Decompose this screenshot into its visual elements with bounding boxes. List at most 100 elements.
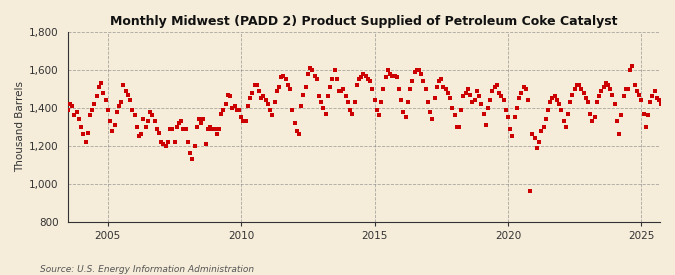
Point [620, 87, 631, 91]
Point [578, 90, 589, 95]
Point [471, 89, 482, 93]
Point [458, 94, 469, 99]
Point [421, 87, 431, 91]
Point [481, 123, 491, 127]
Point [641, 125, 651, 129]
Point [94, 85, 105, 89]
Point [612, 119, 622, 123]
Point [232, 108, 242, 112]
Point [320, 111, 331, 116]
Point [607, 92, 618, 97]
Point [282, 83, 293, 87]
Point [634, 92, 645, 97]
Point [378, 87, 389, 91]
Point [113, 104, 124, 108]
Y-axis label: Thousand Barrels: Thousand Barrels [15, 81, 25, 172]
Point [209, 126, 220, 131]
Point [565, 100, 576, 104]
Point [524, 189, 535, 194]
Point [329, 68, 340, 72]
Point [316, 100, 327, 104]
Point [460, 90, 471, 95]
Point [202, 126, 213, 131]
Point [416, 72, 427, 76]
Point [392, 75, 402, 80]
Point [116, 100, 127, 104]
Point [120, 89, 131, 93]
Point [576, 87, 587, 91]
Point [656, 102, 667, 106]
Point [173, 121, 184, 125]
Point [522, 98, 533, 103]
Point [600, 81, 611, 85]
Point [574, 83, 585, 87]
Point [147, 113, 158, 118]
Point [534, 140, 545, 144]
Point [483, 106, 493, 110]
Point [374, 113, 385, 118]
Point [96, 81, 107, 85]
Point [369, 98, 380, 103]
Point [323, 94, 333, 99]
Point [507, 134, 518, 139]
Point [216, 111, 227, 116]
Point [454, 125, 464, 129]
Point [580, 96, 591, 101]
Point [136, 132, 146, 137]
Point [278, 73, 289, 78]
Point [58, 134, 69, 139]
Point [465, 92, 476, 97]
Point [360, 73, 371, 78]
Point [169, 140, 180, 144]
Point [610, 102, 620, 106]
Point [371, 108, 382, 112]
Point [207, 126, 218, 131]
Point [556, 108, 567, 112]
Point [325, 85, 335, 89]
Point [331, 77, 342, 82]
Point [618, 94, 629, 99]
Point [512, 106, 522, 110]
Point [72, 109, 82, 114]
Point [603, 83, 614, 87]
Point [554, 102, 564, 106]
Point [629, 83, 640, 87]
Point [56, 147, 67, 151]
Point [151, 126, 162, 131]
Point [242, 104, 253, 108]
Point [67, 104, 78, 108]
Point [84, 113, 95, 118]
Point [176, 119, 186, 123]
Point [367, 87, 378, 91]
Point [354, 77, 364, 82]
Point [118, 83, 129, 87]
Point [263, 102, 273, 106]
Point [158, 142, 169, 146]
Point [269, 100, 280, 104]
Point [362, 77, 373, 82]
Point [103, 108, 113, 112]
Point [405, 87, 416, 91]
Point [625, 68, 636, 72]
Point [285, 87, 296, 91]
Point [125, 98, 136, 103]
Point [234, 108, 244, 112]
Point [423, 100, 433, 104]
Point [122, 92, 133, 97]
Point [134, 134, 144, 139]
Point [547, 96, 558, 101]
Point [144, 109, 155, 114]
Point [520, 87, 531, 91]
Point [127, 108, 138, 112]
Point [560, 125, 571, 129]
Point [251, 83, 262, 87]
Point [296, 104, 306, 108]
Point [394, 87, 404, 91]
Point [500, 108, 511, 112]
Point [594, 94, 605, 99]
Point [311, 77, 322, 82]
Point [572, 83, 583, 87]
Point [527, 132, 538, 137]
Point [398, 109, 409, 114]
Point [271, 89, 282, 93]
